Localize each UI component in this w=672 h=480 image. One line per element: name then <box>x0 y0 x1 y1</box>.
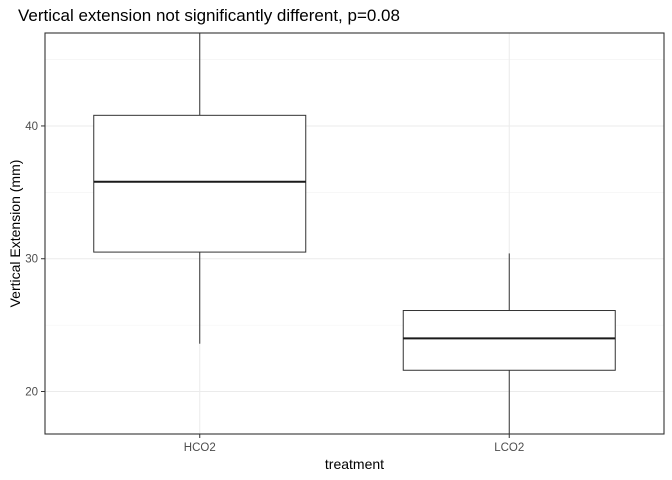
y-axis-title: Vertical Extension (mm) <box>7 160 23 308</box>
y-tick-label: 20 <box>25 387 38 399</box>
axes: 20 30 40 HCO2 LCO2 <box>25 121 524 454</box>
box-lco2 <box>402 253 616 434</box>
x-tick-label: LCO2 <box>494 442 524 454</box>
y-tick-label: 30 <box>25 254 38 266</box>
plot-panel-border <box>44 32 665 435</box>
box-series <box>93 33 616 434</box>
interquartile-box <box>402 310 616 371</box>
x-axis-title: treatment <box>325 456 384 472</box>
x-tick-label: HCO2 <box>184 442 216 454</box>
y-tick-label: 40 <box>25 121 38 133</box>
chart-title: Vertical extension not significantly dif… <box>18 6 400 25</box>
interquartile-box <box>93 114 307 253</box>
box-hco2 <box>93 33 307 344</box>
